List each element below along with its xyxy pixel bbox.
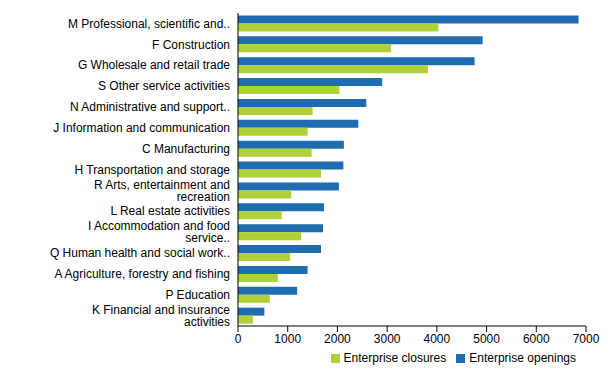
svg-text:J Information and communicatio: J Information and communication xyxy=(53,121,230,135)
svg-text:7000: 7000 xyxy=(573,332,600,346)
html-text:Enterprise openings: Enterprise openings xyxy=(469,351,576,365)
svg-text:1000: 1000 xyxy=(274,332,301,346)
svg-text:Q Human health and social work: Q Human health and social work.. xyxy=(50,246,230,260)
svg-text:R Arts, entertainment andrecre: R Arts, entertainment andrecreation xyxy=(94,178,230,204)
svg-text:P Education: P Education xyxy=(166,288,231,302)
svg-text:F Construction: F Construction xyxy=(152,38,230,52)
svg-text:0: 0 xyxy=(235,332,242,346)
svg-text:I Accommodation and foodservic: I Accommodation and foodservice.. xyxy=(88,219,230,245)
svg-text:N Administrative and support..: N Administrative and support.. xyxy=(70,100,230,114)
svg-text:A Agriculture, forestry and fi: A Agriculture, forestry and fishing xyxy=(55,267,230,281)
svg-text:S Other service activities: S Other service activities xyxy=(98,79,230,93)
svg-text:3000: 3000 xyxy=(374,332,401,346)
svg-text:6000: 6000 xyxy=(523,332,550,346)
svg-text:M Professional, scientific and: M Professional, scientific and.. xyxy=(68,17,230,31)
svg-text:2000: 2000 xyxy=(324,332,351,346)
svg-text:4000: 4000 xyxy=(424,332,451,346)
svg-text:C Manufacturing: C Manufacturing xyxy=(142,142,230,156)
svg-text:G Wholesale and retail trade: G Wholesale and retail trade xyxy=(78,58,230,72)
svg-text:K Financial and insuranceactiv: K Financial and insuranceactivities xyxy=(92,303,230,329)
svg-text:H Transportation and storage: H Transportation and storage xyxy=(75,163,231,177)
svg-text:L Real estate activities: L Real estate activities xyxy=(110,204,230,218)
html-text:Enterprise closures: Enterprise closures xyxy=(343,351,447,365)
svg-text:5000: 5000 xyxy=(473,332,500,346)
